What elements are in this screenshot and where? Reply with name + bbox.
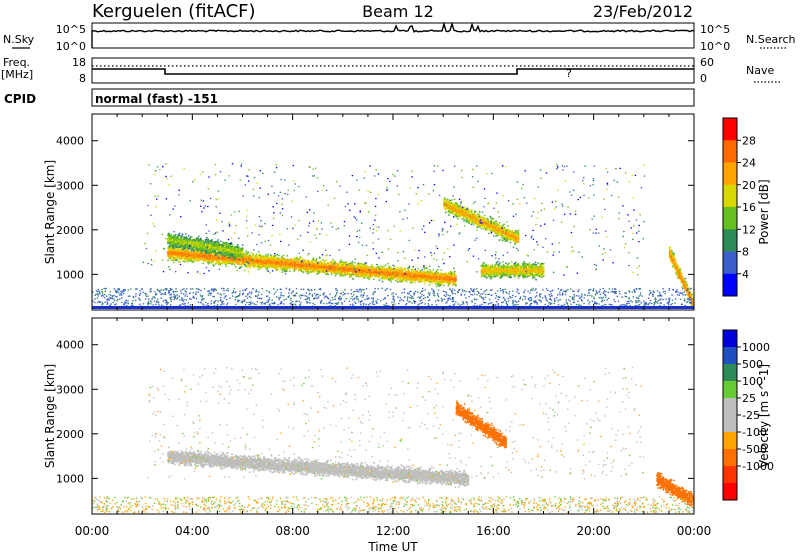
freq-glitch-mark: ? <box>566 67 572 80</box>
nave-tick-top: 60 <box>700 56 714 69</box>
power-ytick-2: 3000 <box>56 179 84 192</box>
sky-noise-line <box>92 24 694 48</box>
power-colorbar-label: Power [dB] <box>757 179 771 244</box>
velocity-panel: 1000 2000 3000 4000 Slant Range [km] <box>43 318 695 514</box>
velocity-colorbar-swatch-9 <box>723 483 737 501</box>
velocity-colorbar-swatch-0 <box>723 330 737 348</box>
power-panel: 1000 2000 3000 4000 Slant Range [km] <box>43 114 695 310</box>
time-tick-0: 00:00 <box>75 524 110 538</box>
velocity-colorbar-swatch-2 <box>723 364 737 382</box>
power-colorbar: 4 8 12 16 20 24 28 <box>723 118 756 297</box>
velocity-colorbar-swatch-5 <box>723 415 737 433</box>
power-colorbar-tick-4: 20 <box>742 179 756 192</box>
date-title: 23/Feb/2012 <box>593 2 693 21</box>
power-scatter <box>92 163 695 310</box>
velocity-colorbar-swatch-8 <box>723 466 737 484</box>
time-tick-1: 04:00 <box>175 524 210 538</box>
velocity-colorbar-swatch-7 <box>723 449 737 467</box>
power-ytick-0: 1000 <box>56 268 84 281</box>
velocity-ytick-0: 1000 <box>56 472 84 485</box>
velocity-ylabel: Slant Range [km] <box>43 364 57 468</box>
power-colorbar-tick-2: 12 <box>742 223 756 236</box>
velocity-ytick-3: 4000 <box>56 339 84 352</box>
nave-label: Nave <box>746 64 774 77</box>
velocity-colorbar-label: Velocity [m s^-1] <box>757 364 771 468</box>
time-tick-6: 00:00 <box>677 524 712 538</box>
freq-tick-top: 18 <box>72 56 86 69</box>
frequency-panel: ? Freq. [MHz] 18 8 60 0 Nave <box>1 56 780 85</box>
cpid-label: CPID <box>4 92 36 106</box>
time-tick-5: 20:00 <box>576 524 611 538</box>
power-colorbar-swatch-4 <box>723 207 737 230</box>
power-colorbar-swatch-7 <box>723 274 737 297</box>
sky-label: N.Sky <box>3 33 35 46</box>
nave-tick-bottom: 0 <box>700 72 707 85</box>
time-axis-ticks: 00:00 04:00 08:00 12:00 16:00 20:00 00:00 <box>75 524 712 538</box>
velocity-colorbar-tick-0: 1000 <box>742 341 770 354</box>
velocity-colorbar-swatch-4 <box>723 398 737 416</box>
freq-unit: [MHz] <box>1 68 33 81</box>
velocity-colorbar-swatch-1 <box>723 347 737 365</box>
sky-noise-panel: N.Sky 10^5 10^0 10^5 10^0 N.Search <box>3 23 796 53</box>
search-tick-bottom: 10^0 <box>700 40 730 53</box>
power-ylabel: Slant Range [km] <box>43 160 57 264</box>
velocity-ytick-2: 3000 <box>56 383 84 396</box>
velocity-colorbar-swatch-3 <box>723 381 737 399</box>
power-colorbar-swatch-2 <box>723 163 737 186</box>
power-ytick-1: 2000 <box>56 224 84 237</box>
station-title: Kerguelen (fitACF) <box>92 1 256 22</box>
power-colorbar-swatch-1 <box>723 140 737 163</box>
power-colorbar-tick-1: 8 <box>742 246 749 259</box>
cpid-program: normal (fast) -151 <box>95 92 218 106</box>
search-label: N.Search <box>746 33 796 46</box>
velocity-colorbar-swatch-6 <box>723 432 737 450</box>
power-colorbar-swatch-3 <box>723 185 737 208</box>
velocity-colorbar-tick-3: 25 <box>742 392 756 405</box>
power-colorbar-swatch-5 <box>723 229 737 252</box>
time-tick-4: 16:00 <box>476 524 511 538</box>
velocity-ytick-1: 2000 <box>56 428 84 441</box>
power-colorbar-tick-5: 24 <box>742 157 756 170</box>
freq-tick-bottom: 8 <box>79 72 86 85</box>
power-colorbar-tick-0: 4 <box>742 268 749 281</box>
time-tick-2: 08:00 <box>275 524 310 538</box>
power-colorbar-tick-6: 28 <box>742 134 756 147</box>
frequency-line <box>92 69 694 74</box>
search-tick-top: 10^5 <box>700 23 730 36</box>
power-colorbar-tick-3: 16 <box>742 201 756 214</box>
sky-tick-bottom: 10^0 <box>56 40 86 53</box>
time-axis-label: Time UT <box>367 540 418 554</box>
power-ytick-3: 4000 <box>56 135 84 148</box>
sky-tick-top: 10^5 <box>56 23 86 36</box>
power-colorbar-swatch-0 <box>723 118 737 141</box>
beam-title: Beam 12 <box>362 2 434 21</box>
velocity-scatter <box>92 367 695 513</box>
power-colorbar-swatch-6 <box>723 252 737 275</box>
time-tick-3: 12:00 <box>376 524 411 538</box>
